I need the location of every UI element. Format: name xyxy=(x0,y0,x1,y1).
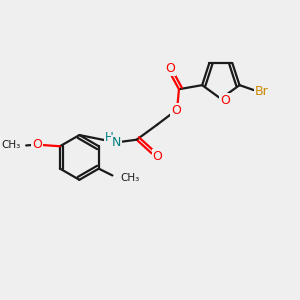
Text: CH₃: CH₃ xyxy=(2,140,21,150)
Text: O: O xyxy=(171,104,181,117)
Text: N: N xyxy=(112,136,121,149)
Text: Br: Br xyxy=(255,85,269,98)
Text: O: O xyxy=(32,138,42,151)
Text: O: O xyxy=(165,62,175,75)
Text: CH₃: CH₃ xyxy=(121,172,140,183)
Text: H: H xyxy=(105,131,114,144)
Text: O: O xyxy=(153,150,163,163)
Text: O: O xyxy=(220,94,230,107)
